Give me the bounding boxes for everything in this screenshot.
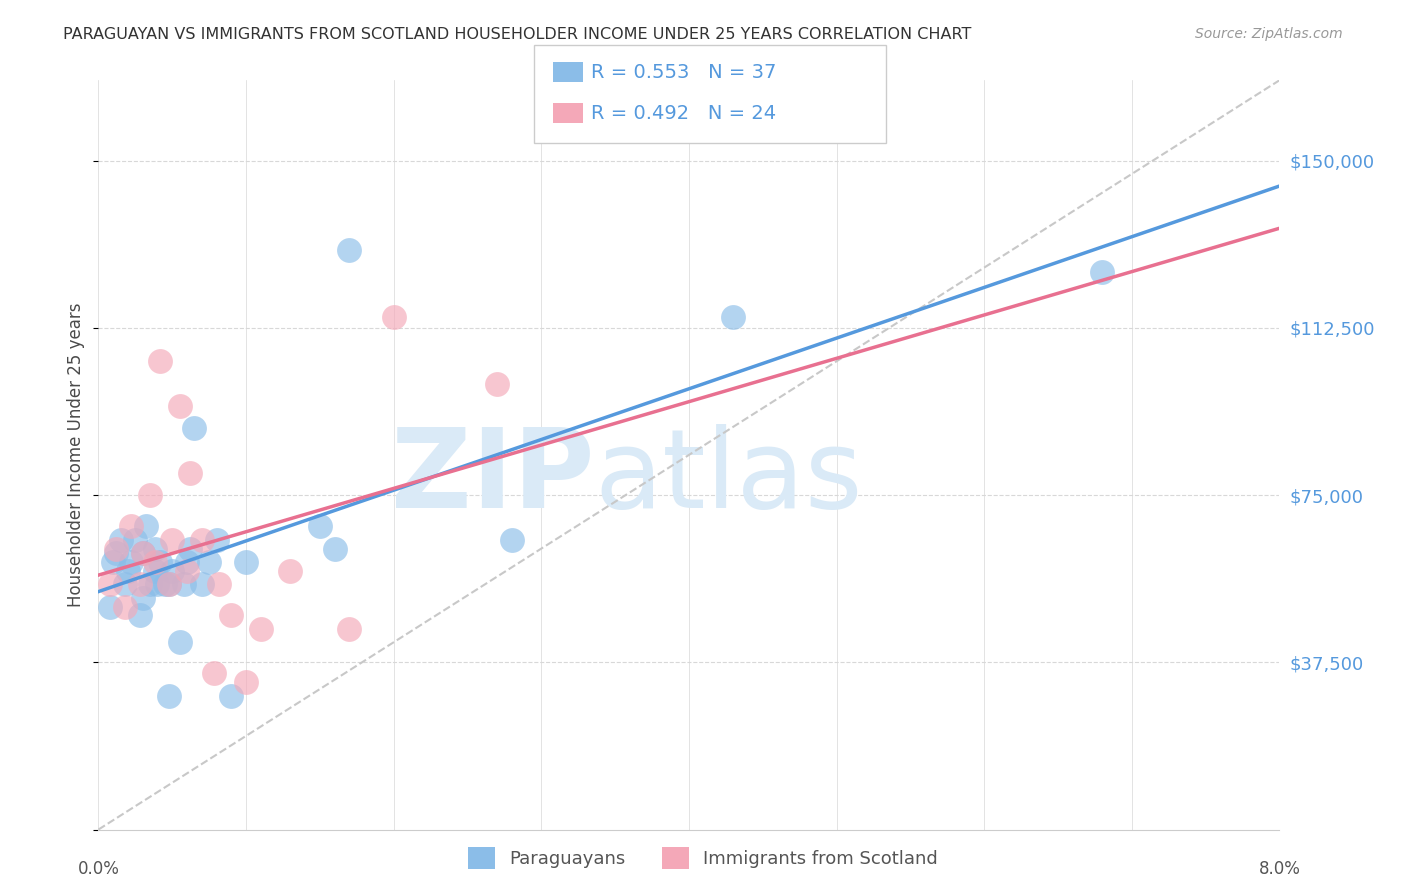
Point: [179, 466, 201, 480]
Point: [139, 577, 162, 591]
Point: [162, 533, 183, 547]
Point: [128, 608, 150, 623]
Point: [339, 243, 361, 257]
Point: [208, 577, 231, 591]
Point: [486, 376, 509, 391]
Point: [143, 555, 166, 569]
Text: R = 0.492   N = 24: R = 0.492 N = 24: [591, 103, 776, 123]
Point: [309, 519, 332, 533]
Point: [723, 310, 745, 324]
Point: [157, 689, 180, 703]
Point: [183, 421, 205, 435]
Point: [169, 635, 191, 649]
Point: [120, 555, 142, 569]
Point: [146, 577, 169, 591]
Point: [128, 577, 150, 591]
Point: [132, 546, 155, 560]
Point: [202, 666, 225, 681]
Point: [169, 399, 191, 413]
Point: [149, 354, 172, 368]
Point: [132, 546, 155, 560]
Point: [339, 622, 361, 636]
Point: [139, 488, 162, 502]
Point: [143, 541, 166, 556]
Point: [135, 519, 157, 533]
Point: [1091, 265, 1114, 279]
Text: atlas: atlas: [595, 424, 863, 531]
Point: [143, 564, 166, 578]
Point: [176, 555, 198, 569]
Point: [117, 564, 139, 578]
Point: [501, 533, 523, 547]
Point: [105, 541, 128, 556]
Point: [120, 519, 142, 533]
Point: [157, 577, 180, 591]
Point: [198, 555, 221, 569]
Point: [149, 555, 172, 569]
Point: [250, 622, 273, 636]
Point: [105, 546, 128, 560]
Point: [132, 591, 155, 605]
Text: 0.0%: 0.0%: [77, 860, 120, 878]
Text: ZIP: ZIP: [391, 424, 595, 531]
Point: [280, 564, 302, 578]
Legend: Paraguayans, Immigrants from Scotland: Paraguayans, Immigrants from Scotland: [458, 838, 948, 879]
Text: R = 0.553   N = 37: R = 0.553 N = 37: [591, 62, 776, 82]
Text: Source: ZipAtlas.com: Source: ZipAtlas.com: [1195, 27, 1343, 41]
Text: PARAGUAYAN VS IMMIGRANTS FROM SCOTLAND HOUSEHOLDER INCOME UNDER 25 YEARS CORRELA: PARAGUAYAN VS IMMIGRANTS FROM SCOTLAND H…: [63, 27, 972, 42]
Point: [221, 608, 243, 623]
Point: [173, 577, 195, 591]
Point: [98, 599, 121, 614]
Point: [191, 533, 214, 547]
Point: [205, 533, 228, 547]
Text: 8.0%: 8.0%: [1258, 860, 1301, 878]
Point: [124, 533, 146, 547]
Y-axis label: Householder Income Under 25 years: Householder Income Under 25 years: [67, 302, 86, 607]
Point: [162, 564, 183, 578]
Point: [179, 541, 201, 556]
Point: [323, 541, 346, 556]
Point: [382, 310, 405, 324]
Point: [176, 564, 198, 578]
Point: [114, 599, 136, 614]
Point: [157, 577, 180, 591]
Point: [235, 675, 257, 690]
Point: [221, 689, 243, 703]
Point: [110, 533, 132, 547]
Point: [103, 555, 125, 569]
Point: [191, 577, 214, 591]
Point: [98, 577, 121, 591]
Point: [114, 577, 136, 591]
Point: [235, 555, 257, 569]
Point: [153, 577, 176, 591]
